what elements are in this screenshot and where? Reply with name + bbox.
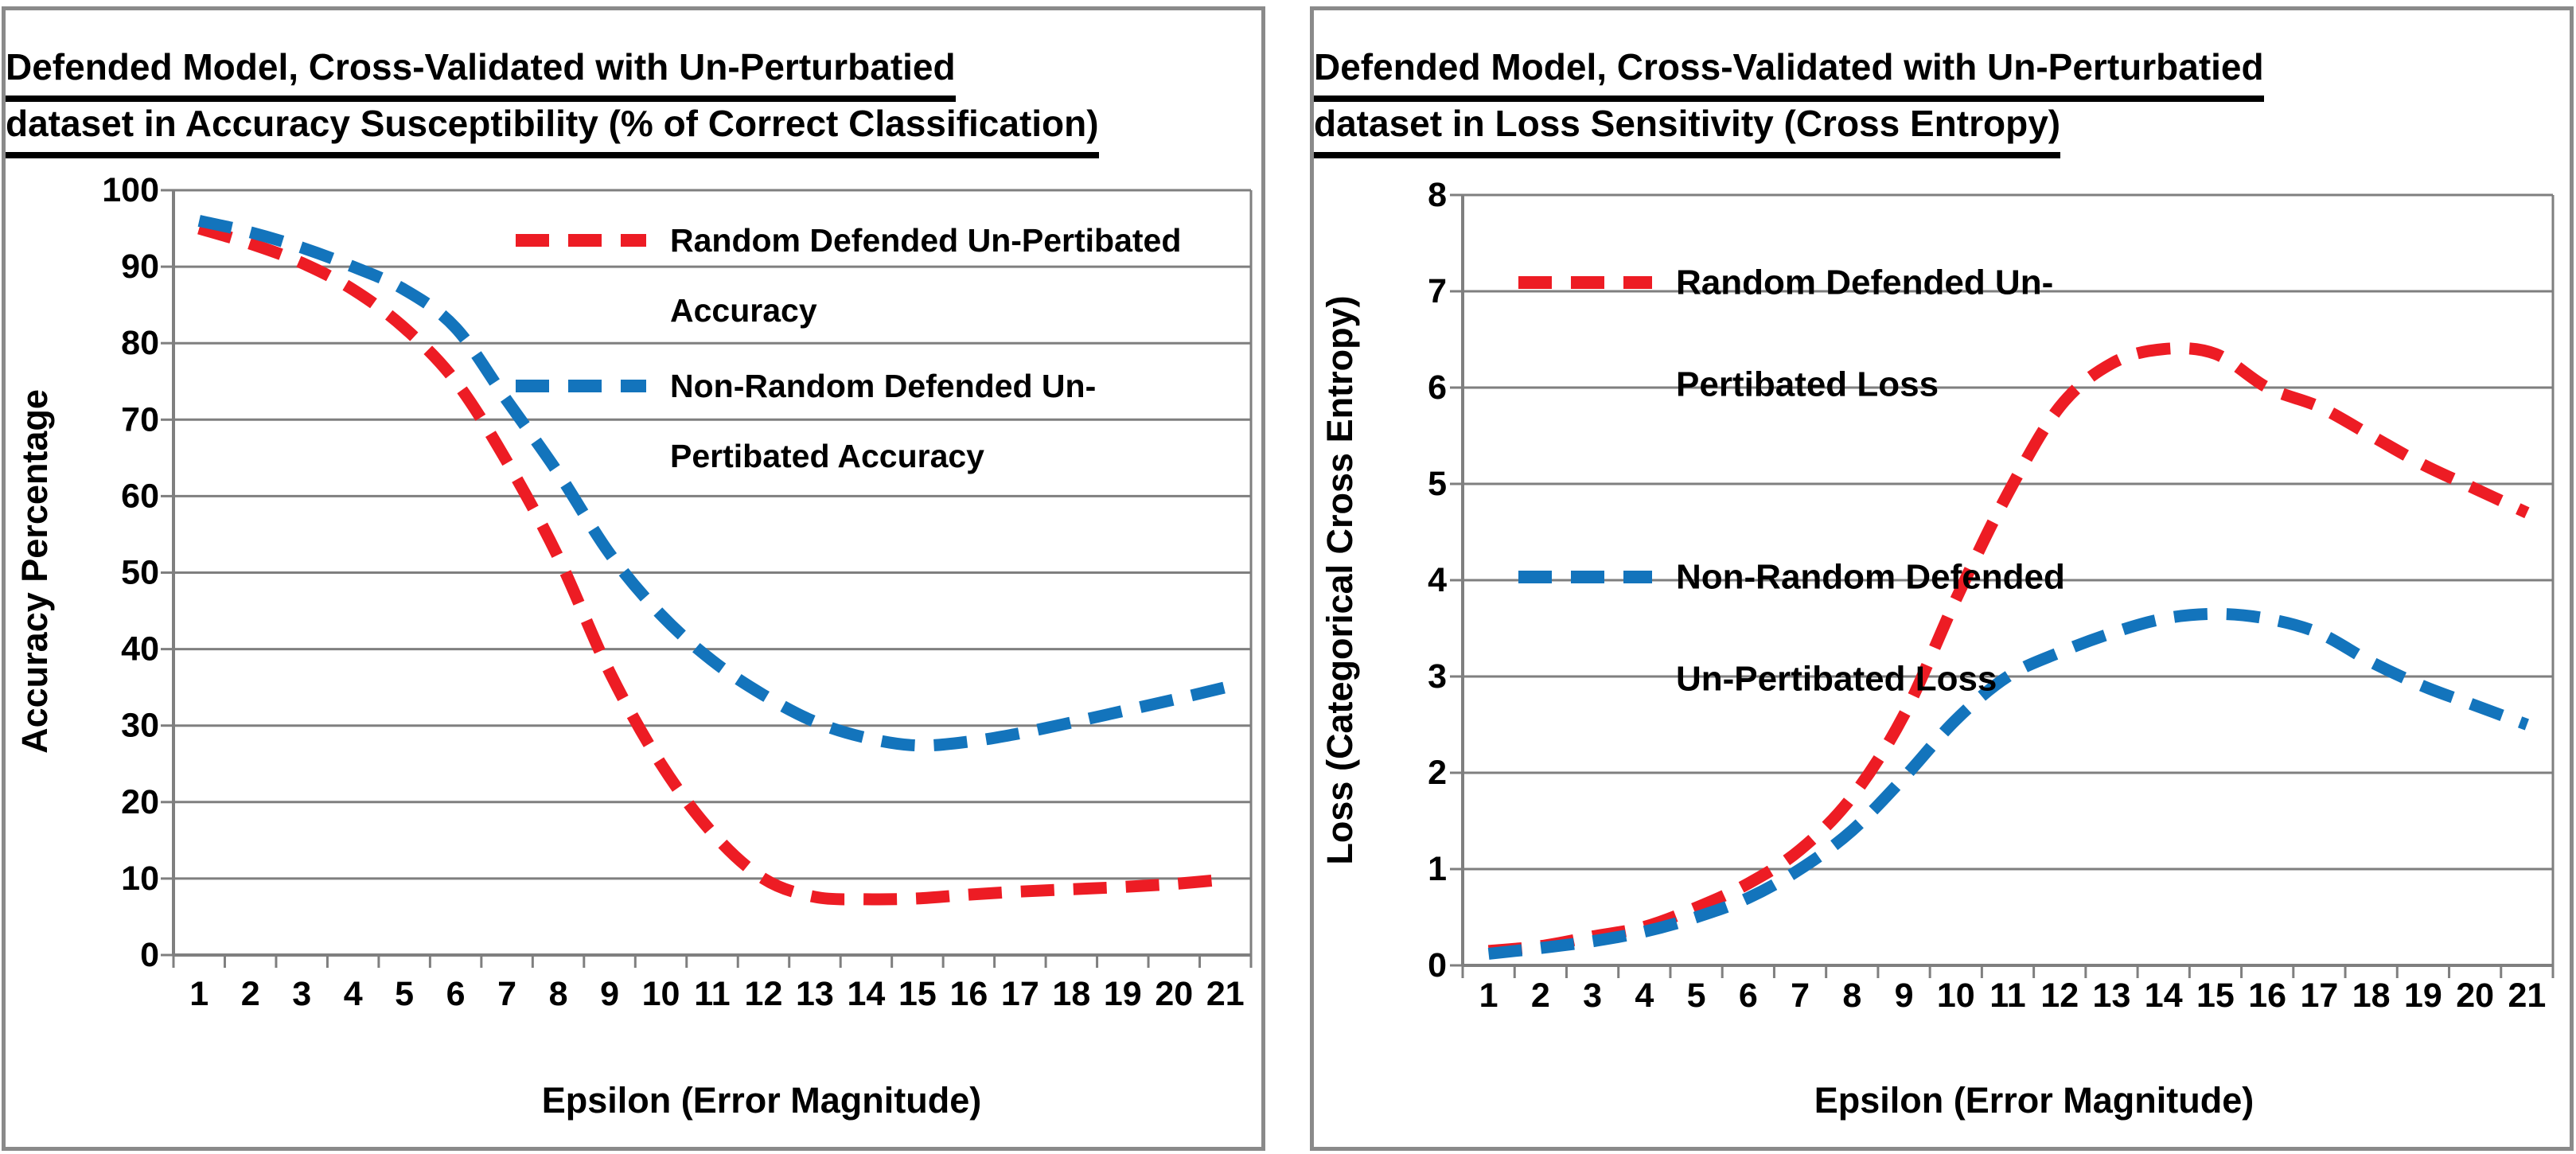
y-tick-label: 7 — [1428, 272, 1447, 310]
x-tick-label: 2 — [1531, 977, 1550, 1015]
x-tick-label: 8 — [1842, 977, 1861, 1015]
legend-label-line1: Non-Random Defended Un- — [670, 368, 1096, 404]
legend-label-line1: Random Defended Un-Pertibated — [670, 222, 1181, 259]
x-tick-label: 19 — [1104, 975, 1142, 1013]
x-tick-label: 1 — [189, 975, 208, 1013]
x-tick-label: 7 — [497, 975, 516, 1013]
y-tick-label: 0 — [140, 936, 159, 974]
y-tick-label: 10 — [121, 860, 159, 898]
x-tick-label: 4 — [1635, 977, 1654, 1015]
y-tick-label: 90 — [121, 248, 159, 286]
legend-label-line2: Accuracy — [670, 292, 817, 329]
y-tick-label: 4 — [1428, 561, 1447, 599]
legend-label-line2: Un-Pertibated Loss — [1676, 660, 1997, 699]
x-tick-label: 6 — [446, 975, 466, 1013]
y-tick-label: 3 — [1428, 657, 1447, 696]
x-tick-label: 6 — [1739, 977, 1758, 1015]
y-tick-label: 30 — [121, 707, 159, 745]
x-tick-label: 17 — [1001, 975, 1039, 1013]
x-tick-label: 10 — [1937, 977, 1975, 1015]
y-tick-label: 2 — [1428, 754, 1447, 792]
y-tick-label: 8 — [1428, 176, 1447, 214]
x-tick-label: 20 — [2456, 977, 2494, 1015]
x-axis-title: Epsilon (Error Magnitude) — [542, 1080, 982, 1121]
y-tick-label: 60 — [121, 477, 159, 515]
series-line-random — [197, 222, 1226, 906]
series-line-non-random — [197, 215, 1227, 752]
legend-label-line2: Pertibated Accuracy — [670, 438, 984, 474]
x-tick-label: 15 — [2196, 977, 2235, 1015]
x-tick-label: 15 — [898, 975, 937, 1013]
legend-label-line1: Non-Random Defended — [1676, 558, 2065, 597]
x-tick-label: 12 — [2040, 977, 2079, 1015]
y-tick-label: 40 — [121, 630, 159, 669]
y-axis-title: Loss (Categorical Cross Entropy) — [1319, 295, 1360, 864]
x-tick-label: 14 — [848, 975, 886, 1013]
y-tick-label: 1 — [1428, 850, 1447, 888]
series-line-non-random — [1487, 607, 2529, 960]
x-tick-label: 4 — [344, 975, 363, 1013]
x-tick-label: 7 — [1791, 977, 1810, 1015]
loss-chart-panel: Defended Model, Cross-Validated with Un-… — [1310, 6, 2574, 1151]
x-tick-label: 17 — [2301, 977, 2339, 1015]
x-tick-label: 14 — [2145, 977, 2183, 1015]
x-tick-label: 11 — [1989, 977, 2025, 1015]
x-tick-label: 5 — [395, 975, 414, 1013]
x-tick-label: 20 — [1155, 975, 1193, 1013]
chart-title-line1: Defended Model, Cross-Validated with Un-… — [6, 45, 956, 102]
y-tick-label: 80 — [121, 324, 159, 362]
y-tick-label: 5 — [1428, 465, 1447, 503]
chart-title-line2: dataset in Loss Sensitivity (Cross Entro… — [1314, 102, 2061, 158]
loss-chart-title: Defended Model, Cross-Validated with Un-… — [1314, 45, 2570, 158]
legend-label-line2: Pertibated Loss — [1676, 365, 1939, 404]
x-axis-title: Epsilon (Error Magnitude) — [1814, 1080, 2254, 1121]
y-tick-label: 6 — [1428, 368, 1447, 407]
x-tick-label: 19 — [2404, 977, 2442, 1015]
y-tick-label: 70 — [121, 400, 159, 439]
y-tick-label: 100 — [102, 171, 159, 209]
x-tick-label: 10 — [642, 975, 680, 1013]
x-tick-label: 16 — [949, 975, 988, 1013]
x-tick-label: 3 — [292, 975, 311, 1013]
y-axis-title: Accuracy Percentage — [14, 389, 55, 754]
chart-title-line1: Defended Model, Cross-Validated with Un-… — [1314, 45, 2264, 102]
x-tick-label: 13 — [2093, 977, 2131, 1015]
x-tick-label: 3 — [1583, 977, 1602, 1015]
x-tick-label: 18 — [2352, 977, 2391, 1015]
series-line-random — [1487, 341, 2530, 957]
x-tick-label: 21 — [1206, 975, 1245, 1013]
x-tick-label: 13 — [796, 975, 834, 1013]
x-tick-label: 8 — [549, 975, 568, 1013]
accuracy-chart-title: Defended Model, Cross-Validated with Un-… — [6, 45, 1261, 158]
x-tick-label: 1 — [1479, 977, 1498, 1015]
x-tick-label: 11 — [694, 975, 730, 1013]
x-tick-label: 12 — [745, 975, 783, 1013]
x-tick-label: 21 — [2508, 977, 2546, 1015]
y-tick-label: 50 — [121, 554, 159, 592]
legend-label-line1: Random Defended Un- — [1676, 263, 2053, 302]
x-tick-label: 5 — [1687, 977, 1706, 1015]
y-tick-label: 20 — [121, 783, 159, 821]
x-tick-label: 16 — [2248, 977, 2286, 1015]
x-tick-label: 2 — [241, 975, 260, 1013]
chart-title-line2: dataset in Accuracy Susceptibility (% of… — [6, 102, 1099, 158]
x-tick-label: 9 — [600, 975, 619, 1013]
accuracy-chart-panel: Defended Model, Cross-Validated with Un-… — [2, 6, 1265, 1151]
x-tick-label: 18 — [1052, 975, 1090, 1013]
y-tick-label: 0 — [1428, 946, 1447, 984]
x-tick-label: 9 — [1895, 977, 1914, 1015]
